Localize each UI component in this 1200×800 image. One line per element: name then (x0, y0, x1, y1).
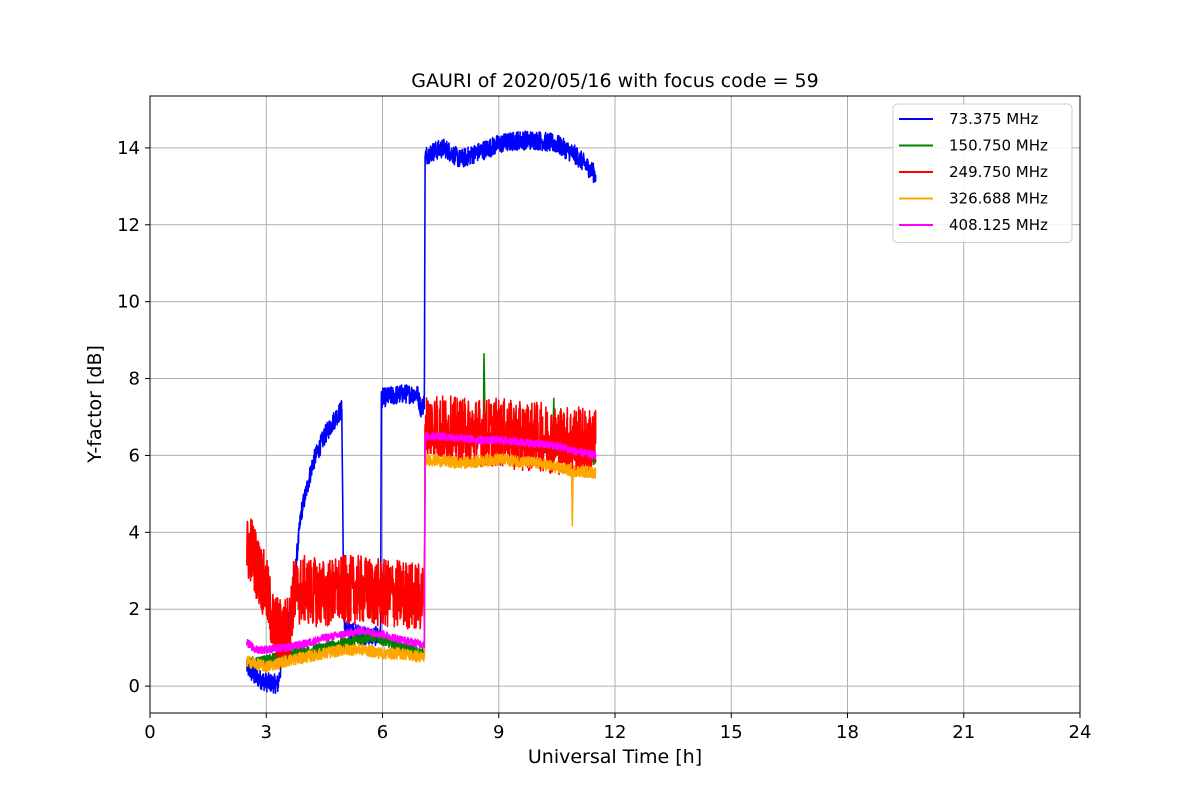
y-tick-label: 6 (129, 445, 140, 466)
legend-label: 249.750 MHz (949, 163, 1048, 181)
x-axis-ticks: 0 3 6 9 12 15 18 21 24 (144, 713, 1091, 743)
series-line-4 (246, 431, 597, 655)
series-line-0 (246, 130, 597, 695)
x-tick-label: 0 (144, 722, 155, 743)
x-tick-label: 24 (1069, 722, 1092, 743)
legend-label: 326.688 MHz (949, 190, 1048, 208)
y-tick-label: 0 (129, 676, 140, 697)
x-tick-label: 9 (493, 722, 504, 743)
chart-title: GAURI of 2020/05/16 with focus code = 59 (411, 70, 818, 92)
x-tick-label: 18 (836, 722, 859, 743)
x-tick-label: 21 (952, 722, 975, 743)
y-tick-label: 12 (117, 215, 140, 236)
y-tick-label: 14 (117, 138, 140, 159)
legend-box (892, 103, 1073, 243)
y-tick-label: 8 (129, 369, 140, 390)
x-axis-label: Universal Time [h] (528, 746, 702, 768)
legend-label: 408.125 MHz (949, 216, 1048, 234)
y-tick-label: 4 (129, 522, 140, 543)
legend: 73.375 MHz 150.750 MHz 249.750 MHz 326.688 … (892, 103, 1073, 243)
series-line-2 (246, 395, 597, 664)
y-axis-ticks: 0 2 4 6 8 10 12 14 (117, 138, 150, 697)
series-line-3 (246, 453, 597, 673)
legend-label: 150.750 MHz (949, 137, 1048, 155)
legend-label: 73.375 MHz (949, 110, 1038, 128)
series-layer (246, 130, 597, 695)
y-tick-label: 10 (117, 292, 140, 313)
x-tick-label: 3 (261, 722, 272, 743)
x-tick-label: 6 (377, 722, 388, 743)
x-tick-label: 15 (720, 722, 743, 743)
y-axis-label: Y-factor [dB] (84, 345, 106, 464)
x-tick-label: 12 (604, 722, 627, 743)
y-tick-label: 2 (129, 599, 140, 620)
